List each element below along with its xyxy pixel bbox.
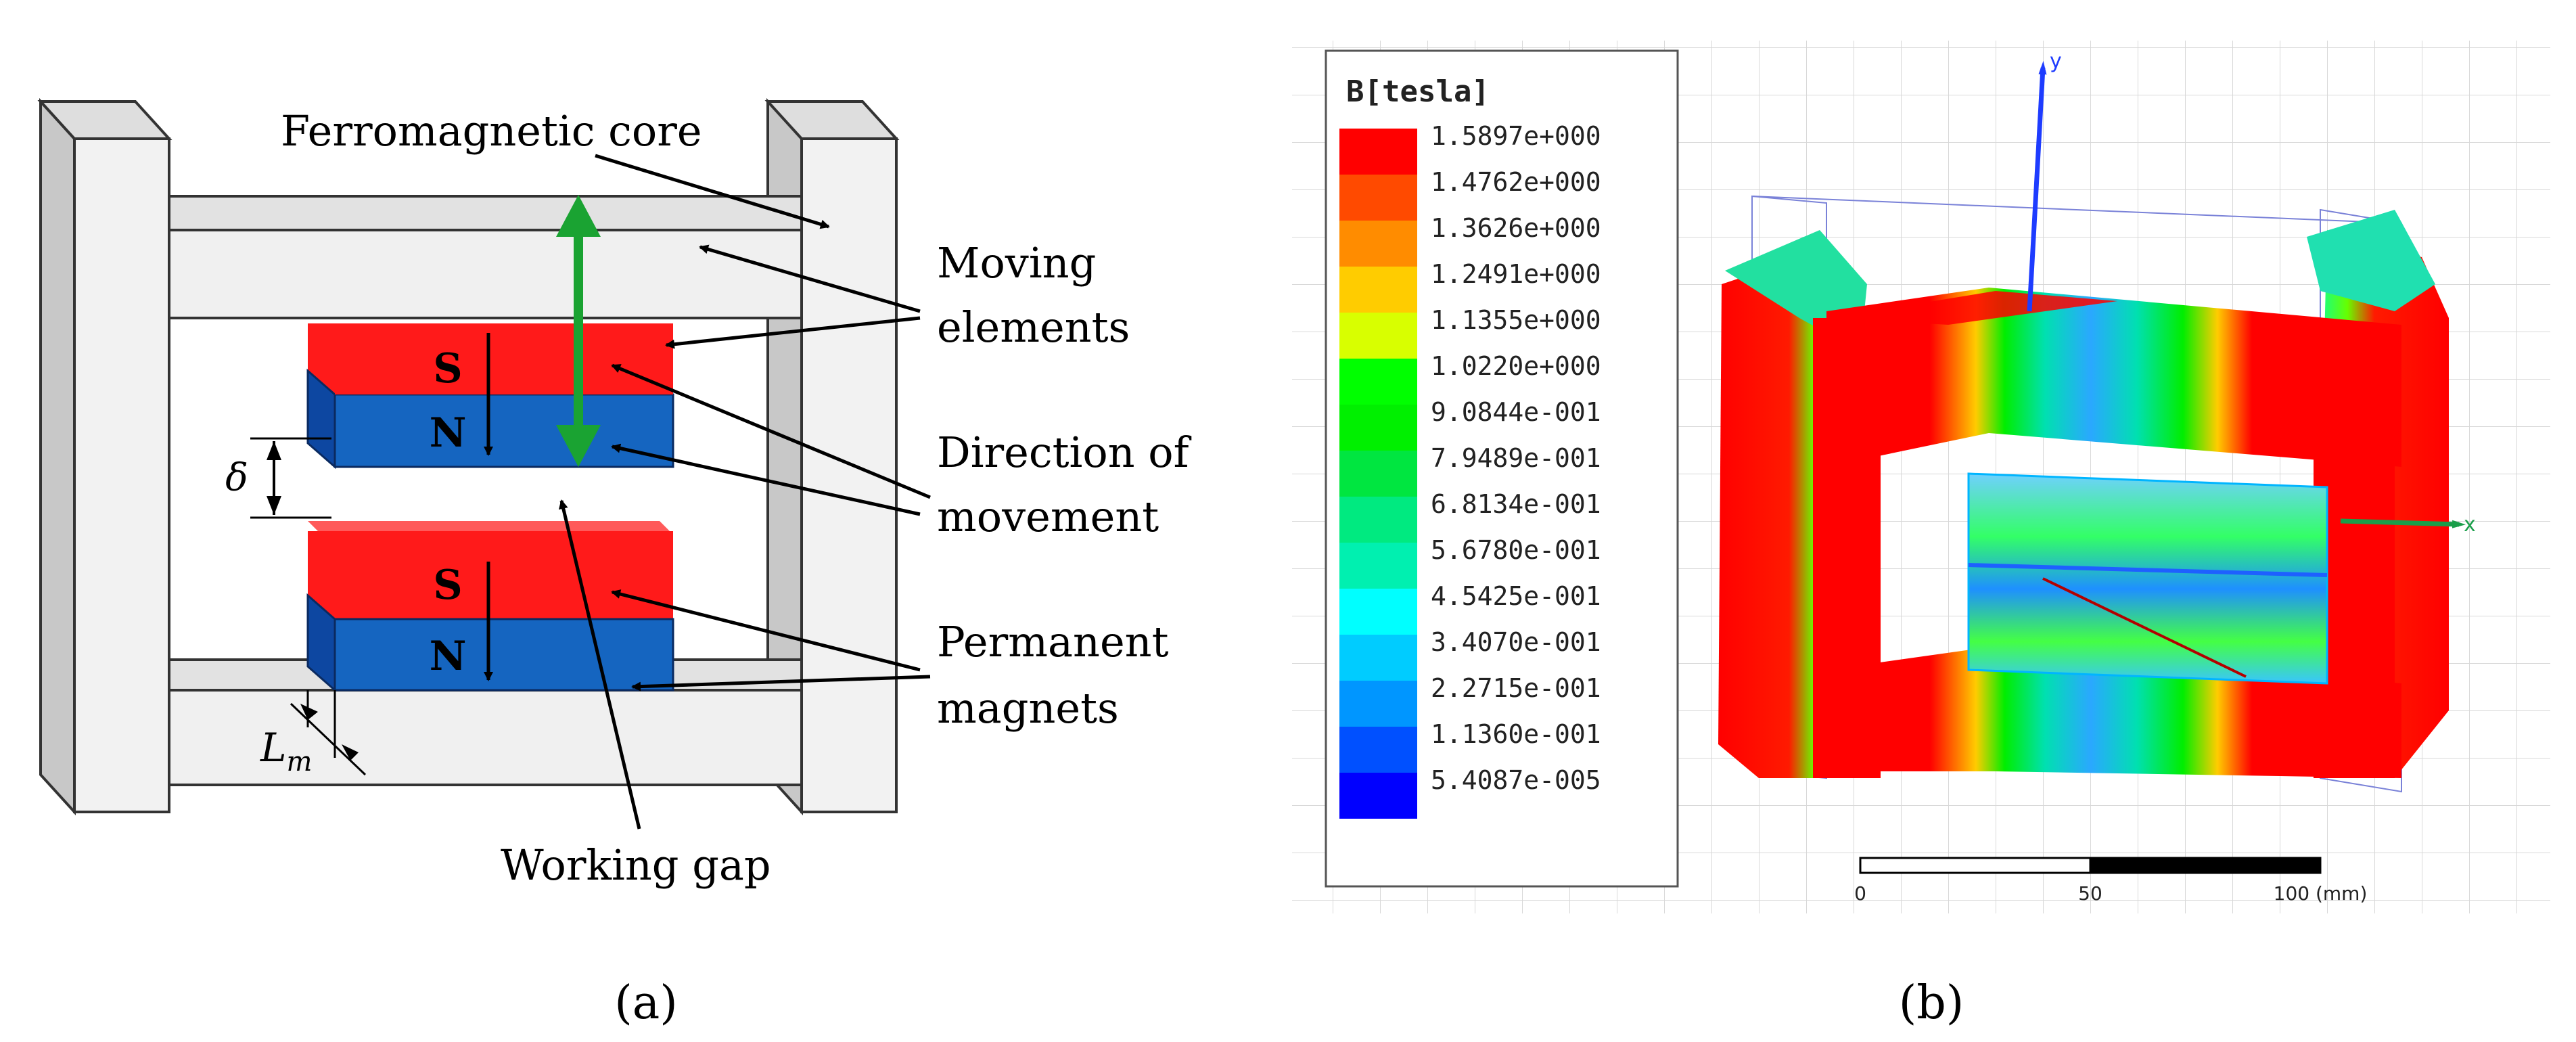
axis-y-label: y: [2050, 49, 2062, 73]
top-magnet-n-label: N: [430, 409, 467, 457]
legend-swatch: [1339, 405, 1417, 451]
legend-label: 1.2491e+000: [1431, 259, 1601, 289]
bottom-magnet-s-label: S: [433, 562, 462, 609]
label-direction-2: movement: [937, 492, 1159, 541]
legend-label: 1.1360e-001: [1431, 719, 1601, 749]
legend-label: 5.4087e-005: [1431, 765, 1601, 795]
left-pillar: [37, 97, 172, 816]
legend-label: 4.5425e-001: [1431, 581, 1601, 611]
legend-swatch: [1339, 589, 1417, 635]
legend-label: 7.9489e-001: [1431, 443, 1601, 473]
simulation-view: B[tesla] 1.5897e+000 1.4762e+000 1.3626e+0…: [1292, 41, 2550, 1030]
legend: B[tesla] 1.5897e+000 1.4762e+000 1.3626e+0…: [1325, 49, 1679, 888]
legend-label: 1.5897e+000: [1431, 121, 1601, 151]
legend-swatch: [1339, 451, 1417, 497]
field-model: y x: [1718, 49, 2476, 793]
legend-swatch: [1339, 497, 1417, 543]
top-core-beam: [168, 195, 803, 319]
scale-tick-0: 0: [1854, 882, 1866, 905]
legend-swatch: [1339, 313, 1417, 359]
caption-b: (b): [1899, 976, 1964, 1030]
legend-swatch: [1339, 359, 1417, 405]
panel-b-simulation: B[tesla] 1.5897e+000 1.4762e+000 1.3626e+0…: [1285, 0, 2576, 1039]
legend-swatch: [1339, 543, 1417, 589]
bottom-magnet: S N: [306, 521, 674, 693]
delta-label: δ: [225, 456, 248, 500]
legend-swatch: [1339, 175, 1417, 221]
legend-label: 1.1355e+000: [1431, 305, 1601, 335]
legend-label: 1.4762e+000: [1431, 167, 1601, 197]
legend-swatch: [1339, 129, 1417, 175]
movement-double-arrow: [556, 195, 601, 467]
lm-label: Lm: [260, 725, 312, 777]
lm-dimension: Lm: [260, 690, 367, 777]
legend-label: 3.4070e-001: [1431, 627, 1601, 657]
label-moving-2: elements: [937, 302, 1130, 352]
axis-x-label: x: [2464, 513, 2476, 537]
legend-entries: 1.5897e+000 1.4762e+000 1.3626e+000 1.2491e…: [1339, 121, 1601, 819]
legend-label: 1.3626e+000: [1431, 213, 1601, 243]
legend-label: 6.8134e-001: [1431, 489, 1601, 519]
legend-swatch: [1339, 635, 1417, 681]
legend-swatch: [1339, 727, 1417, 773]
label-permanent-2: magnets: [937, 683, 1119, 733]
bottom-magnet-n-label: N: [430, 633, 467, 680]
top-magnet: S N: [306, 323, 674, 470]
schematic-drawing: S N S N δ: [37, 97, 1192, 1030]
gap-dimension: δ: [225, 437, 331, 519]
leader-arrows: [558, 154, 931, 830]
legend-label: 1.0220e+000: [1431, 351, 1601, 381]
label-moving-1: Moving: [937, 238, 1096, 288]
scale-tick-50: 50: [2078, 882, 2102, 905]
legend-label: 5.6780e-001: [1431, 535, 1601, 565]
label-direction-1: Direction of: [937, 428, 1192, 477]
label-ferromagnetic-core: Ferromagnetic core: [281, 106, 702, 156]
legend-label: 2.2715e-001: [1431, 673, 1601, 703]
scale-bar: 0 50 100 (mm): [1854, 857, 2368, 905]
legend-swatch: [1339, 681, 1417, 727]
legend-label: 9.0844e-001: [1431, 397, 1601, 427]
label-working-gap: Working gap: [501, 840, 771, 890]
scale-tick-100: 100 (mm): [2274, 882, 2368, 905]
top-magnet-s-label: S: [433, 345, 462, 392]
legend-swatch: [1339, 773, 1417, 819]
caption-a: (a): [614, 976, 678, 1030]
legend-swatch: [1339, 267, 1417, 313]
panel-a-schematic: S N S N δ: [0, 0, 1285, 1039]
legend-swatch: [1339, 221, 1417, 267]
legend-title: B[tesla]: [1346, 74, 1490, 109]
label-permanent-1: Permanent: [937, 617, 1169, 666]
